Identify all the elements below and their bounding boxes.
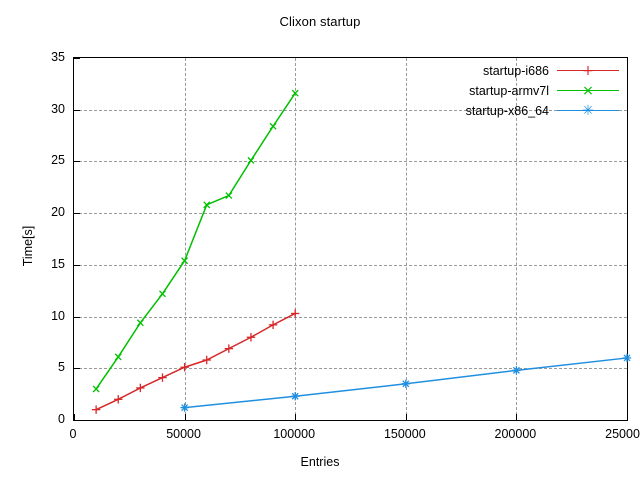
y-tick-mark <box>74 161 80 163</box>
legend-line-icon <box>557 70 619 71</box>
legend-item[interactable]: startup-x86_64 ✳ <box>428 101 627 121</box>
legend-line-icon <box>557 110 619 111</box>
y-tick-mark <box>74 264 80 266</box>
legend-line-icon <box>557 90 619 91</box>
plot-area <box>73 57 632 421</box>
y-tick-mark <box>74 420 80 421</box>
x-tick-label: 0 <box>69 427 77 441</box>
y-tick-mark <box>74 58 80 59</box>
gridline-horizontal <box>74 264 627 266</box>
gridline-vertical <box>405 58 407 420</box>
x-tick-mark <box>74 414 75 420</box>
plus-marker-icon: + <box>582 63 594 79</box>
legend-item[interactable]: startup-i686 + <box>428 61 627 81</box>
legend-sample-startup-i686: + <box>557 64 619 78</box>
legend-sample-startup-x86-64: ✳ <box>557 104 619 118</box>
y-tick-label: 0 <box>58 412 65 426</box>
x-tick-mark <box>184 414 186 420</box>
gridline-horizontal <box>74 213 627 215</box>
y-tick-mark <box>74 316 80 318</box>
y-tick-label: 5 <box>58 360 65 375</box>
x-tick-label: 250000 <box>605 427 640 441</box>
legend: startup-i686 + startup-armv7l × startup-… <box>428 55 627 125</box>
x-tick-label: 100000 <box>273 427 316 441</box>
cross-marker-icon: × <box>582 83 594 99</box>
gridline-horizontal <box>74 161 627 163</box>
y-tick-label: 25 <box>51 153 65 168</box>
gridline-horizontal <box>74 368 627 370</box>
y-tick-label: 15 <box>51 256 65 271</box>
gridline-vertical <box>295 58 297 420</box>
legend-item-label: startup-armv7l <box>469 84 549 98</box>
chart-title: Clixon startup <box>279 14 361 29</box>
legend-item-label: startup-i686 <box>482 64 549 78</box>
gridline-horizontal <box>74 109 627 111</box>
series-startup-x86_64 <box>180 353 632 412</box>
legend-sample-startup-armv7l: × <box>557 84 619 98</box>
legend-item[interactable]: startup-armv7l × <box>428 81 627 101</box>
x-tick-mark <box>295 414 297 420</box>
star-marker-icon: ✳ <box>582 103 594 119</box>
data-series-layer <box>91 89 632 414</box>
x-tick-label: 150000 <box>383 427 426 441</box>
series-startup-armv7l <box>92 89 299 393</box>
y-tick-mark <box>74 213 80 215</box>
x-tick-mark <box>516 414 518 420</box>
gridline-vertical <box>184 58 186 420</box>
y-tick-label: 20 <box>51 205 65 220</box>
x-tick-label: 200000 <box>494 427 537 441</box>
x-tick-mark <box>627 414 628 420</box>
x-tick-label: 50000 <box>166 427 201 441</box>
y-tick-mark <box>74 109 80 111</box>
y-tick-label: 30 <box>51 101 65 116</box>
x-tick-mark <box>405 414 407 420</box>
y-tick-mark <box>74 368 80 370</box>
y-tick-label: 10 <box>51 308 65 323</box>
y-tick-label: 35 <box>51 50 65 64</box>
gridline-vertical <box>516 58 518 420</box>
gridline-horizontal <box>74 316 627 318</box>
x-axis-label: Entries <box>300 455 340 469</box>
legend-item-label: startup-x86_64 <box>465 104 549 118</box>
series-startup-i686 <box>91 309 300 414</box>
